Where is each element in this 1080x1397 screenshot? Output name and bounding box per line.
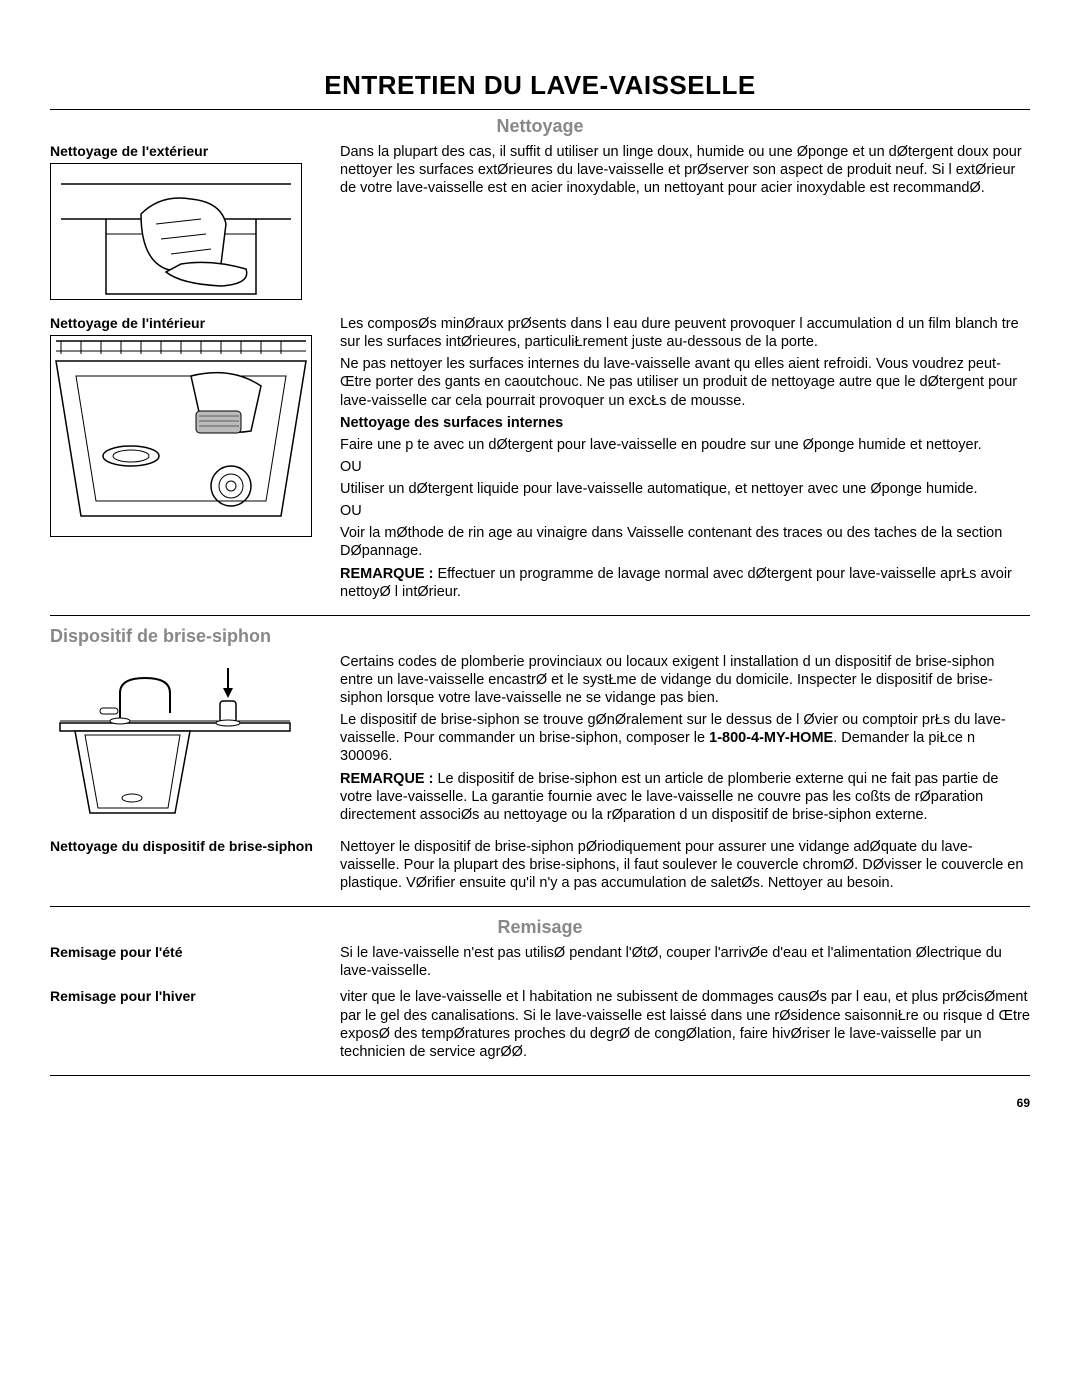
- text-ou-1: OU: [340, 458, 1030, 476]
- text-interior-remarque: REMARQUE : Effectuer un programme de lav…: [340, 565, 1030, 601]
- section-title-nettoyage: Nettoyage: [50, 116, 1030, 137]
- section-title-brise: Dispositif de brise-siphon: [50, 626, 1030, 647]
- text-brise-remarque-body: Le dispositif de brise-siphon est un art…: [340, 771, 998, 823]
- label-brise-cleaning: Nettoyage du dispositif de brise-siphon: [50, 838, 330, 854]
- label-hiver: Remisage pour l'hiver: [50, 988, 330, 1004]
- label-interior: Nettoyage de l'intérieur: [50, 315, 330, 331]
- text-interior-1: Les composØs minØraux prØsents dans l ea…: [340, 315, 1030, 351]
- text-ou-2: OU: [340, 502, 1030, 520]
- text-brise-cleaning: Nettoyer le dispositif de brise-siphon p…: [340, 838, 1030, 892]
- text-interior-4: Utiliser un dØtergent liquide pour lave-…: [340, 480, 1030, 498]
- label-internal-surfaces: Nettoyage des surfaces internes: [340, 414, 1030, 432]
- section-title-remisage: Remisage: [50, 917, 1030, 938]
- page-title: ENTRETIEN DU LAVE-VAISSELLE: [50, 70, 1030, 101]
- divider: [50, 615, 1030, 616]
- label-remarque: REMARQUE :: [340, 566, 433, 582]
- illustration-air-gap: [50, 653, 300, 823]
- illustration-exterior-cleaning: [50, 163, 302, 300]
- text-ete: Si le lave-vaisselle n'est pas utilisØ p…: [340, 944, 1030, 980]
- text-brise-1: Certains codes de plomberie provinciaux …: [340, 653, 1030, 707]
- text-interior-3: Faire une p te avec un dØtergent pour la…: [340, 436, 1030, 454]
- text-interior-5: Voir la mØthode de rin age au vinaigre d…: [340, 524, 1030, 560]
- page-number: 69: [50, 1096, 1030, 1110]
- text-hiver: viter que le lave-vaisselle et l habitat…: [340, 988, 1030, 1061]
- text-brise-remarque: REMARQUE : Le dispositif de brise-siphon…: [340, 770, 1030, 824]
- text-brise-2: Le dispositif de brise-siphon se trouve …: [340, 711, 1030, 765]
- label-remarque: REMARQUE :: [340, 771, 433, 787]
- text-exterior-body: Dans la plupart des cas, il suffit d uti…: [340, 143, 1030, 197]
- divider: [50, 906, 1030, 907]
- text-remarque-body: Effectuer un programme de lavage normal …: [340, 566, 1012, 600]
- text-interior-2: Ne pas nettoyer les surfaces internes du…: [340, 355, 1030, 409]
- illustration-interior-cleaning: [50, 335, 312, 537]
- divider: [50, 109, 1030, 110]
- phone-number: 1-800-4-MY-HOME: [709, 730, 833, 746]
- label-exterior: Nettoyage de l'extérieur: [50, 143, 330, 159]
- divider: [50, 1075, 1030, 1076]
- label-ete: Remisage pour l'été: [50, 944, 330, 960]
